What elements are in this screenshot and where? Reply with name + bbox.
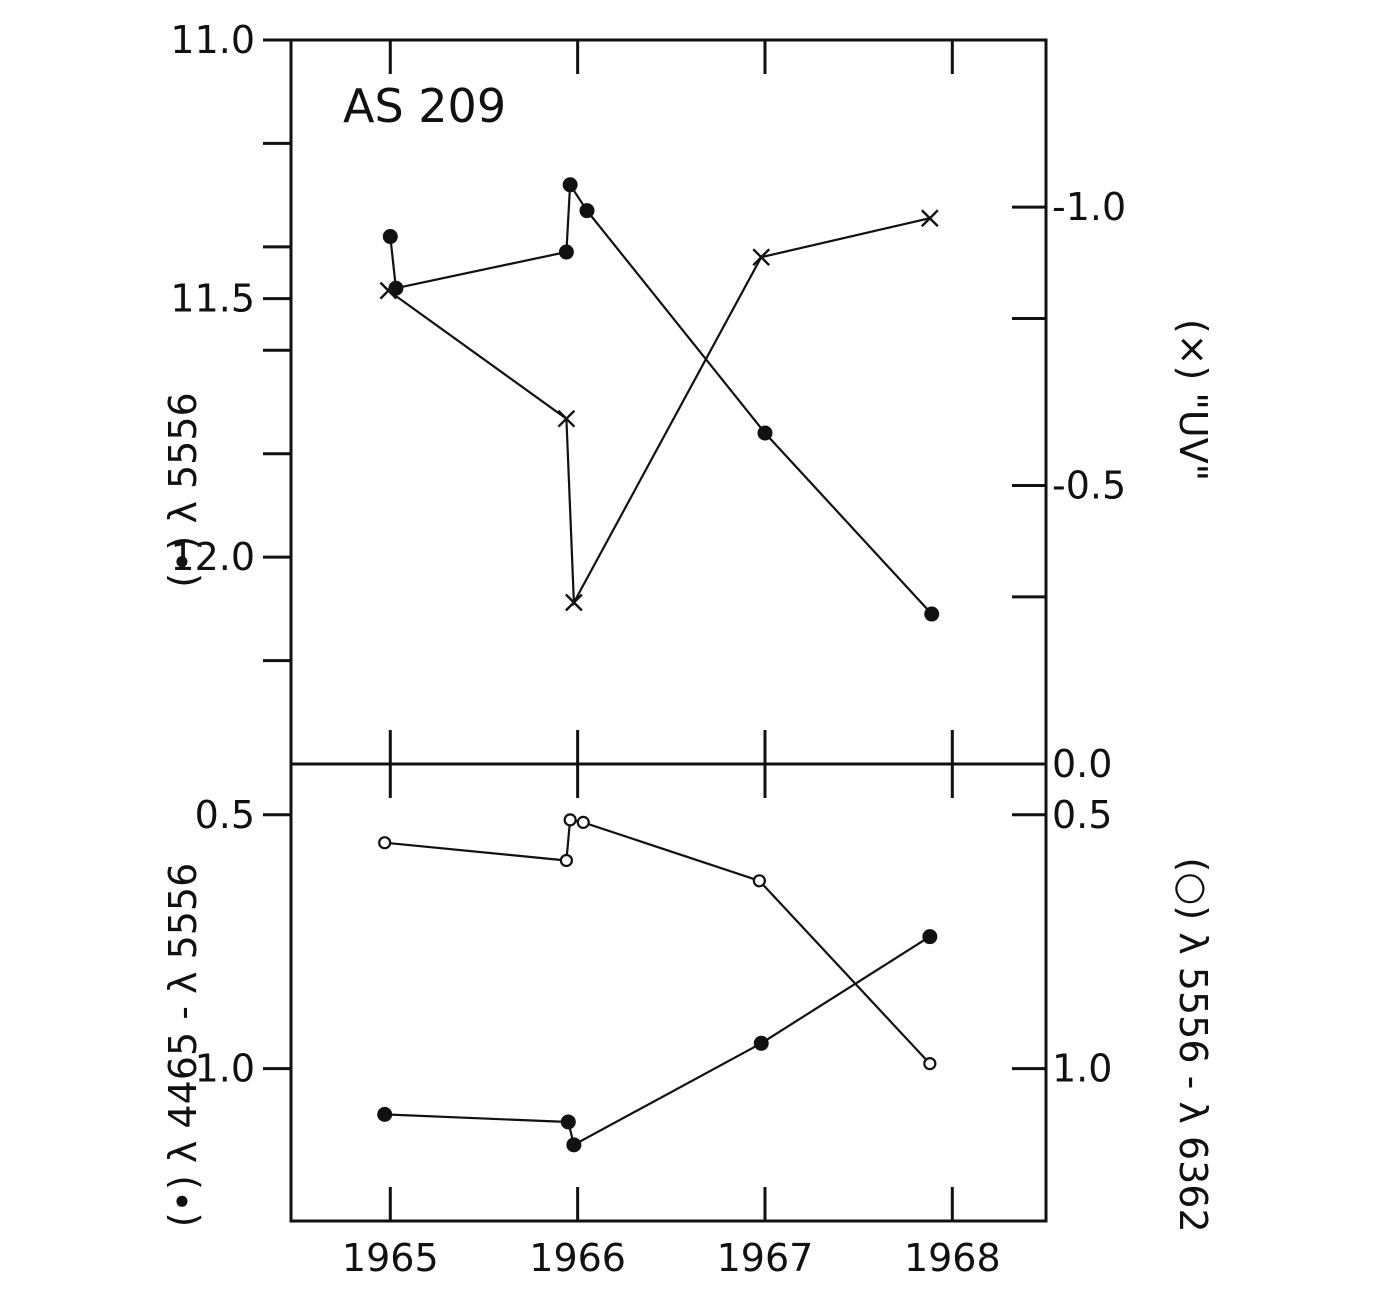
bottom-right-axis-label: (○) λ 5556 - λ 6362 bbox=[1171, 857, 1215, 1232]
data-point-filled bbox=[924, 606, 940, 622]
data-point-open bbox=[576, 815, 590, 829]
series-line-cross bbox=[387, 217, 931, 607]
right-y-tick-label: 1.0 bbox=[1052, 1047, 1112, 1091]
data-point-cross bbox=[557, 409, 576, 428]
right-y-tick-label: -0.5 bbox=[1052, 464, 1126, 508]
left-y-tick-label: 12.0 bbox=[170, 535, 255, 579]
left-y-tick-label: 1.0 bbox=[195, 1047, 255, 1091]
left-y-tick-label: 11.5 bbox=[170, 277, 255, 321]
bottom-series bbox=[377, 813, 938, 1153]
data-point-filled bbox=[562, 177, 578, 193]
cross-stroke bbox=[379, 281, 398, 300]
top-panel: 11.0 11.5 12.0 -1.0 -0.5 0.0 AS 209 (•) λ 555… bbox=[161, 18, 1215, 786]
x-tick-label: 1965 bbox=[342, 1236, 439, 1280]
data-point-filled bbox=[566, 1137, 582, 1153]
bottom-panel: 1965 1966 1967 1968 0.5 1.0 0.5 1.0 (•) λ 4465 … bbox=[161, 762, 1215, 1280]
right-y-tick-label: 0.5 bbox=[1052, 793, 1112, 837]
data-point-cross bbox=[565, 593, 583, 612]
x-tick-label: 1966 bbox=[529, 1236, 626, 1280]
data-point-filled bbox=[558, 244, 574, 260]
top-ticks: 11.0 11.5 12.0 -1.0 -0.5 0.0 bbox=[170, 18, 1126, 786]
panel-annotation: AS 209 bbox=[343, 79, 506, 133]
data-point-filled bbox=[922, 929, 938, 945]
cross-stroke bbox=[752, 248, 771, 267]
left-y-tick-label: 0.5 bbox=[195, 793, 255, 837]
data-point-open bbox=[752, 874, 766, 888]
top-left-axis-label: (•) λ 5556 bbox=[161, 392, 205, 587]
right-y-tick-label: -1.0 bbox=[1052, 185, 1126, 229]
data-point-filled bbox=[579, 203, 595, 219]
data-point-filled bbox=[382, 229, 398, 245]
data-point-open bbox=[563, 813, 577, 827]
top-panel-frame bbox=[289, 38, 1048, 766]
data-point-open bbox=[923, 1056, 937, 1071]
series-line-open-circle bbox=[384, 818, 931, 1065]
data-point-cross bbox=[920, 209, 939, 228]
bottom-panel-frame bbox=[289, 762, 1048, 1223]
data-point-cross bbox=[379, 281, 398, 300]
cross-stroke bbox=[557, 409, 576, 428]
cross-stroke bbox=[920, 209, 939, 228]
top-series bbox=[379, 177, 940, 622]
data-point-open bbox=[559, 853, 573, 868]
data-point-filled bbox=[757, 425, 773, 441]
data-point-cross bbox=[752, 248, 771, 267]
cross-stroke bbox=[565, 593, 583, 612]
bottom-ticks: 1965 1966 1967 1968 0.5 1.0 0.5 1.0 bbox=[195, 764, 1112, 1280]
x-tick-label: 1967 bbox=[717, 1236, 814, 1280]
data-point-filled bbox=[377, 1106, 393, 1122]
data-point-filled bbox=[560, 1114, 576, 1130]
bottom-left-axis-label: (•) λ 4465 - λ 5556 bbox=[161, 863, 205, 1228]
right-y-tick-label: 0.0 bbox=[1052, 742, 1112, 786]
top-right-axis-label: (×) "UV" bbox=[1171, 319, 1215, 481]
series-line-filled-circle bbox=[384, 935, 931, 1147]
left-y-tick-label: 11.0 bbox=[170, 18, 255, 62]
data-point-filled bbox=[753, 1035, 769, 1051]
x-tick-label: 1968 bbox=[904, 1236, 1001, 1280]
series-line-filled-circle bbox=[389, 181, 933, 615]
data-point-open bbox=[378, 836, 392, 850]
